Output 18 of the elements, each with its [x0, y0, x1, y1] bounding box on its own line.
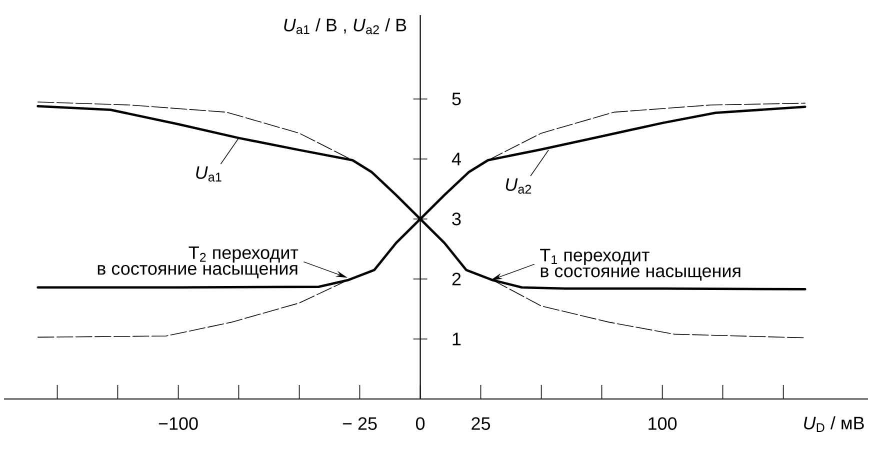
y-tick-label: 2 [452, 272, 461, 286]
annotation: в состояние насыщения [540, 267, 740, 281]
x-axis-title: U$_{D}$ / мВ [804, 416, 864, 432]
annotation: T$_{2}$ переходит [188, 246, 298, 263]
x-tick-label: 100 [648, 417, 677, 430]
annotation: U$_{a2}$ [506, 178, 532, 194]
y-tick-label: 1 [452, 332, 461, 346]
x-tick-label: −100 [158, 417, 198, 430]
annotation: U$_{a1}$ [196, 166, 222, 182]
annotation: в состояние насыщения [98, 264, 298, 278]
y-tick-label: 3 [452, 212, 461, 226]
y-axis-title: U$_{a1}$ / В , U$_{a2}$ / В [284, 18, 406, 34]
annotation: T$_{1}$ переходит [540, 248, 650, 265]
x-tick-label: 25 [472, 417, 490, 430]
x-tick-label: − 25 [342, 417, 377, 430]
y-tick-label: 5 [452, 92, 461, 106]
x-tick-label: 0 [416, 417, 425, 430]
y-tick-label: 4 [452, 152, 461, 166]
